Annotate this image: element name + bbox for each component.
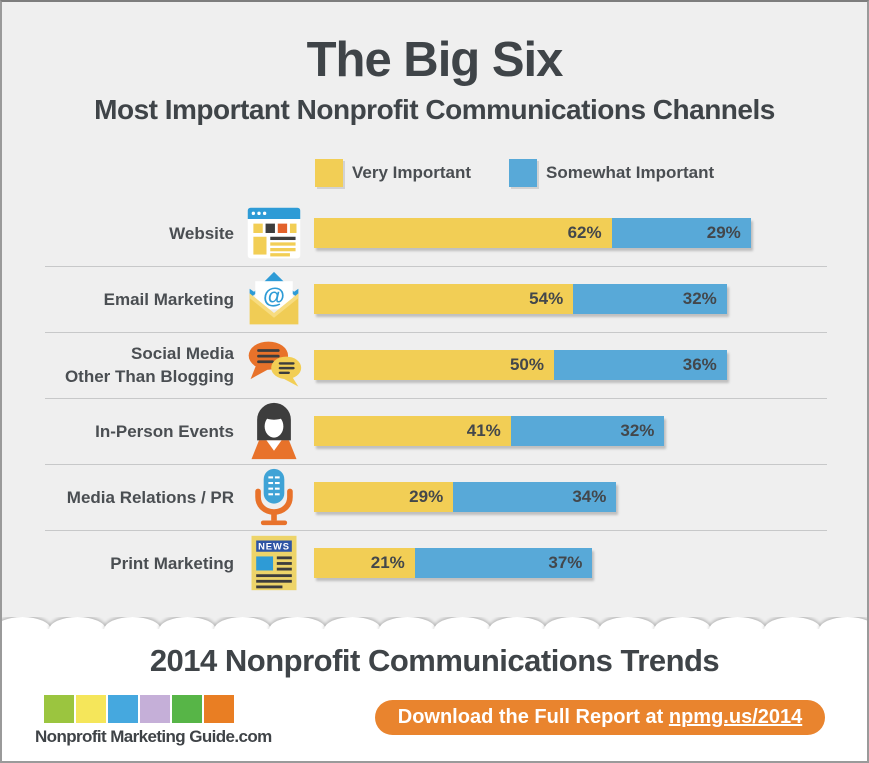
browser-icon [247,207,301,259]
legend-label-very-important: Very Important [352,163,472,182]
channel-label: In-Person Events [95,421,234,441]
newspaper-icon: NEWS [251,535,297,591]
bar-segment-somewhat-important: 32% [573,284,727,314]
bar-segment-somewhat-important: 34% [453,482,617,512]
microphone-icon [255,468,293,526]
bar-segment-somewhat-important: 29% [611,218,751,248]
chart-row: Media Relations / PR 29% 34% [2,464,867,530]
value-label-somewhat-important: 37% [548,553,583,572]
logo-color-squares [44,695,240,723]
channel-label: Social Media Other Than Blogging [64,344,234,386]
email-icon: @ [242,267,306,331]
value-label-very-important: 50% [509,355,544,374]
channel-label: Media Relations / PR [66,487,234,507]
person-icon [251,402,297,460]
chart-row: Print Marketing NEWS 21% 37% [2,530,867,596]
bar-segment-very-important: 29% [314,482,454,512]
microphone-icon [242,465,306,529]
logo-color-square [204,695,234,723]
download-link[interactable]: npmg.us/2014 [668,706,803,728]
value-label-very-important: 62% [567,223,602,242]
download-button[interactable]: Download the Full Report at npmg.us/2014 [375,700,825,735]
value-label-very-important: 29% [409,487,444,506]
svg-text:@: @ [263,284,285,309]
bar-segment-very-important: 41% [314,416,511,446]
legend-item-very-important: Very Important [315,159,471,187]
value-label-somewhat-important: 32% [620,421,655,440]
value-label-very-important: 54% [529,289,564,308]
value-label-very-important: 21% [370,553,405,572]
person-icon [242,399,306,463]
legend-label-somewhat-important: Somewhat Important [546,163,715,182]
newspaper-icon: NEWS [242,531,306,595]
logo-color-square [172,695,202,723]
channel-label: Print Marketing [110,553,234,573]
stacked-bar: 62% 29% [314,218,751,248]
channel-label: Website [169,223,234,243]
chart-row: Social Media Other Than Blogging 50% 36% [2,332,867,398]
bar-segment-somewhat-important: 32% [510,416,665,446]
logo-color-square [108,695,138,723]
email-icon: @ [249,271,299,325]
download-button-text: Download the Full Report at [397,706,669,728]
bar-segment-very-important: 54% [314,284,574,314]
page-subtitle: Most Important Nonprofit Communications … [94,94,775,125]
channel-label: Email Marketing [103,289,234,309]
bar-segment-very-important: 21% [314,548,415,578]
logo-color-square [76,695,106,723]
value-label-somewhat-important: 29% [706,223,741,242]
bar-segment-very-important: 50% [314,350,554,380]
bar-segment-very-important: 62% [314,218,612,248]
stacked-bar: 41% 32% [314,416,665,446]
value-label-somewhat-important: 32% [682,289,717,308]
value-label-somewhat-important: 36% [682,355,717,374]
bar-segment-somewhat-important: 36% [554,350,727,380]
stacked-bar: 21% 37% [314,548,593,578]
stacked-bar: 50% 36% [314,350,727,380]
legend-item-somewhat-important: Somewhat Important [509,159,714,187]
footer-title: 2014 Nonprofit Communications Trends [149,643,720,678]
chart-row: Email Marketing @ 54% 32% [2,266,867,332]
browser-icon [242,201,306,265]
logo-color-square [44,695,74,723]
stacked-bar: 54% 32% [314,284,727,314]
speech-bubbles-icon [242,333,306,397]
svg-text:NEWS: NEWS [258,541,290,551]
logo-text: Nonprofit Marketing Guide.com [35,727,272,746]
logo-color-square [140,695,170,723]
nonprofit-marketing-guide-logo: Nonprofit Marketing Guide.com [35,695,272,747]
page-title: The Big Six [306,33,564,87]
speech-bubbles-icon [248,341,302,387]
stacked-bar: 29% 34% [314,482,617,512]
footer: 2014 Nonprofit Communications Trends Non… [2,629,867,761]
legend-swatch-very-important [315,159,343,187]
chart-row: In-Person Events 41% 32% [2,398,867,464]
legend-swatch-somewhat-important [509,159,537,187]
chart-row: Website 62% 29% [2,200,867,266]
value-label-somewhat-important: 34% [572,487,607,506]
chart-rows: Website 62% 29% Email Marketing @ [2,200,867,600]
value-label-very-important: 41% [466,421,501,440]
bar-segment-somewhat-important: 37% [414,548,593,578]
